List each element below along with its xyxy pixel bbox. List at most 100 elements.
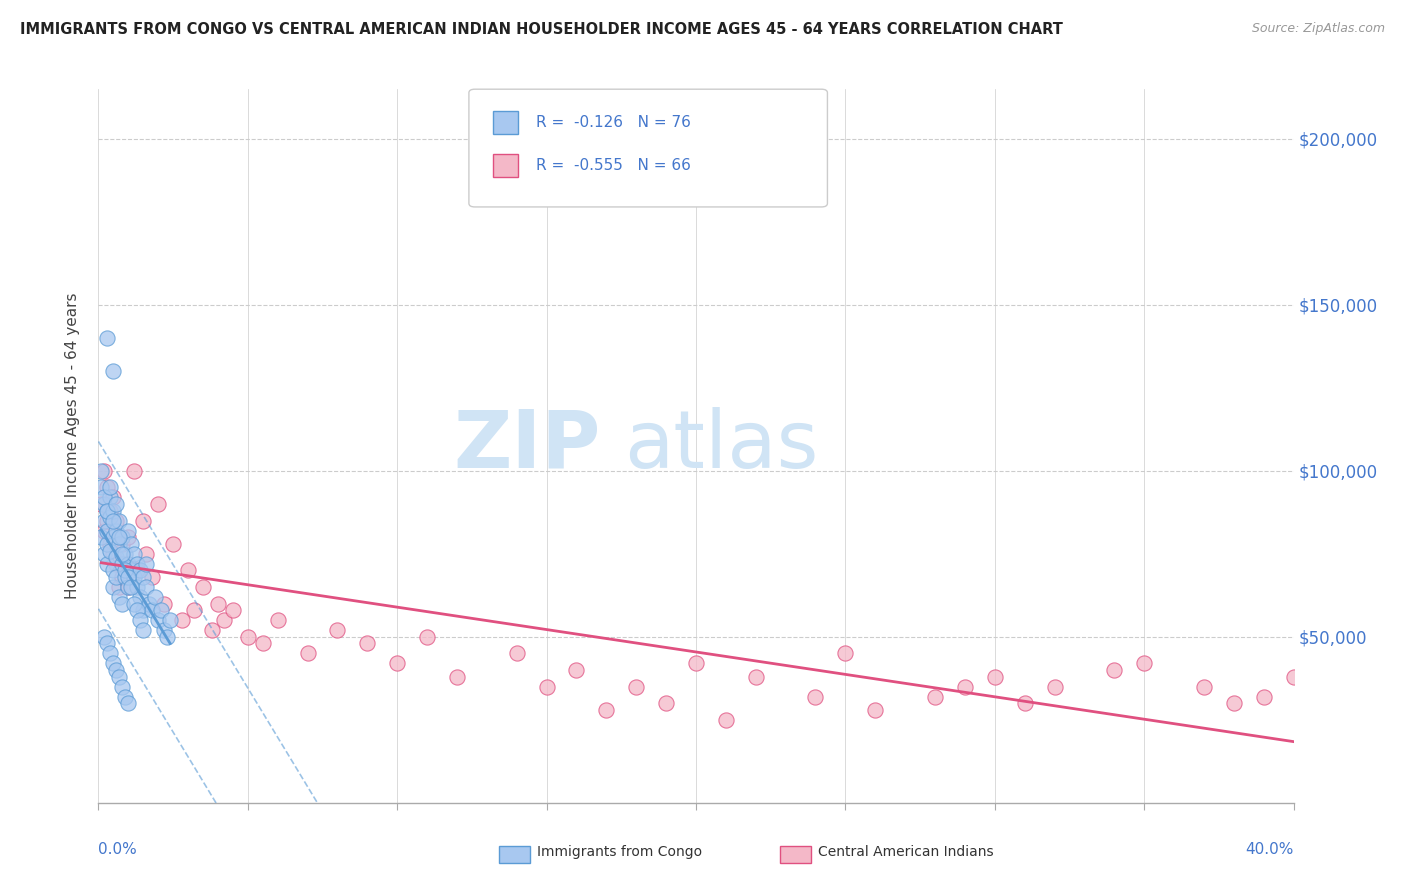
- Point: [834, 647, 856, 661]
- Point: [129, 590, 152, 604]
- Point: [326, 624, 349, 638]
- Point: [1192, 680, 1215, 694]
- Point: [127, 603, 149, 617]
- Point: [96, 537, 118, 551]
- Point: [132, 514, 155, 528]
- Point: [111, 547, 134, 561]
- Point: [103, 491, 125, 505]
- Point: [138, 597, 160, 611]
- Point: [120, 537, 142, 551]
- Text: atlas: atlas: [624, 407, 818, 485]
- Text: ZIP: ZIP: [453, 407, 600, 485]
- Point: [105, 570, 128, 584]
- Point: [236, 630, 259, 644]
- Point: [156, 630, 179, 644]
- Point: [127, 557, 149, 571]
- Point: [108, 514, 131, 528]
- Point: [132, 603, 155, 617]
- Point: [297, 647, 319, 661]
- Point: [98, 543, 122, 558]
- Point: [565, 663, 588, 677]
- Point: [132, 570, 155, 584]
- Point: [267, 613, 290, 627]
- Point: [117, 524, 139, 538]
- Point: [207, 597, 229, 611]
- Point: [103, 564, 125, 578]
- Point: [127, 564, 149, 578]
- Point: [132, 624, 155, 638]
- Point: [685, 657, 707, 671]
- Point: [124, 597, 146, 611]
- Point: [153, 624, 176, 638]
- Point: [114, 547, 136, 561]
- Text: IMMIGRANTS FROM CONGO VS CENTRAL AMERICAN INDIAN HOUSEHOLDER INCOME AGES 45 - 64: IMMIGRANTS FROM CONGO VS CENTRAL AMERICA…: [20, 22, 1063, 37]
- Y-axis label: Householder Income Ages 45 - 64 years: Householder Income Ages 45 - 64 years: [65, 293, 80, 599]
- Point: [105, 550, 128, 565]
- FancyBboxPatch shape: [470, 89, 827, 207]
- Point: [111, 680, 134, 694]
- Point: [103, 364, 125, 378]
- Point: [924, 690, 946, 704]
- Point: [804, 690, 827, 704]
- Text: R =  -0.555   N = 66: R = -0.555 N = 66: [536, 158, 690, 173]
- Point: [103, 657, 125, 671]
- Point: [159, 613, 181, 627]
- Point: [153, 597, 176, 611]
- Text: 40.0%: 40.0%: [1246, 842, 1294, 857]
- Point: [117, 696, 139, 710]
- Point: [1043, 680, 1066, 694]
- Point: [96, 636, 118, 650]
- Text: Central American Indians: Central American Indians: [818, 845, 994, 859]
- Point: [103, 514, 125, 528]
- Point: [714, 713, 737, 727]
- Point: [98, 647, 122, 661]
- Bar: [494, 112, 517, 134]
- Point: [103, 547, 125, 561]
- Point: [108, 580, 131, 594]
- Point: [446, 670, 468, 684]
- Point: [252, 636, 274, 650]
- Point: [103, 504, 125, 518]
- Point: [148, 613, 170, 627]
- Point: [984, 670, 1007, 684]
- Point: [120, 564, 142, 578]
- Text: Source: ZipAtlas.com: Source: ZipAtlas.com: [1251, 22, 1385, 36]
- Point: [108, 590, 131, 604]
- Point: [114, 564, 136, 578]
- Point: [506, 647, 529, 661]
- Point: [655, 696, 678, 710]
- Point: [172, 613, 194, 627]
- Point: [111, 530, 134, 544]
- Point: [117, 530, 139, 544]
- Point: [96, 331, 118, 345]
- Point: [1223, 696, 1246, 710]
- Point: [105, 557, 128, 571]
- Point: [98, 537, 122, 551]
- Point: [177, 564, 200, 578]
- Point: [1253, 690, 1275, 704]
- Point: [124, 547, 146, 561]
- Point: [105, 663, 128, 677]
- Point: [141, 570, 163, 584]
- Text: 0.0%: 0.0%: [98, 842, 138, 857]
- Point: [135, 557, 157, 571]
- Point: [96, 514, 118, 528]
- Point: [111, 537, 134, 551]
- Text: Immigrants from Congo: Immigrants from Congo: [537, 845, 702, 859]
- Point: [626, 680, 648, 694]
- Point: [1104, 663, 1126, 677]
- Point: [1282, 670, 1305, 684]
- Point: [162, 537, 184, 551]
- Point: [536, 680, 558, 694]
- Point: [135, 547, 157, 561]
- Point: [117, 580, 139, 594]
- Point: [356, 636, 378, 650]
- Point: [111, 557, 134, 571]
- Point: [108, 530, 131, 544]
- Point: [124, 570, 146, 584]
- Point: [98, 510, 122, 524]
- Point: [201, 624, 224, 638]
- Point: [148, 497, 170, 511]
- Point: [105, 524, 128, 538]
- Point: [105, 497, 128, 511]
